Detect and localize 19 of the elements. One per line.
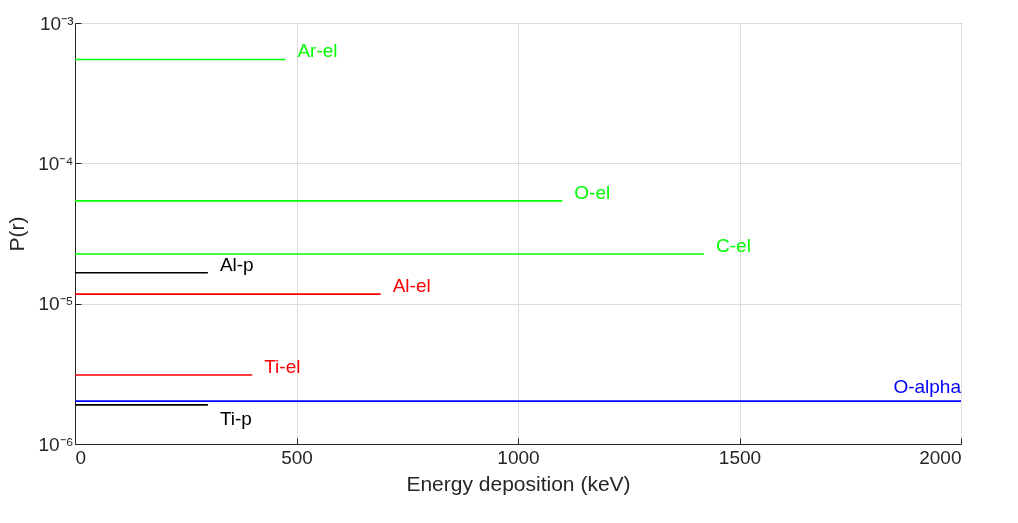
series-label: C-el — [716, 234, 751, 256]
y-axis-title: P(r) — [5, 216, 29, 252]
series-label: Al-p — [219, 253, 254, 275]
y-tick-label: 10⁻³ — [40, 12, 74, 34]
y-tick-label: 10⁻⁶ — [38, 433, 74, 455]
series-label: Ti-el — [264, 356, 301, 378]
series-label: Ti-p — [219, 407, 252, 429]
series-label: O-alpha — [893, 376, 962, 398]
x-tick-label: 2000 — [919, 446, 962, 468]
x-tick-label: 500 — [281, 446, 313, 468]
x-axis-title: Energy deposition (keV) — [406, 471, 631, 495]
series-label: O-el — [574, 181, 611, 203]
x-tick-label: 1000 — [497, 446, 540, 468]
series-label: Ar-el — [297, 40, 338, 62]
series-label: Al-el — [392, 275, 431, 297]
y-tick-label: 10⁻⁵ — [38, 293, 74, 315]
y-tick-label: 10⁻⁴ — [38, 152, 74, 174]
x-tick-label: 1500 — [718, 446, 762, 468]
x-tick-label: 0 — [75, 446, 87, 468]
